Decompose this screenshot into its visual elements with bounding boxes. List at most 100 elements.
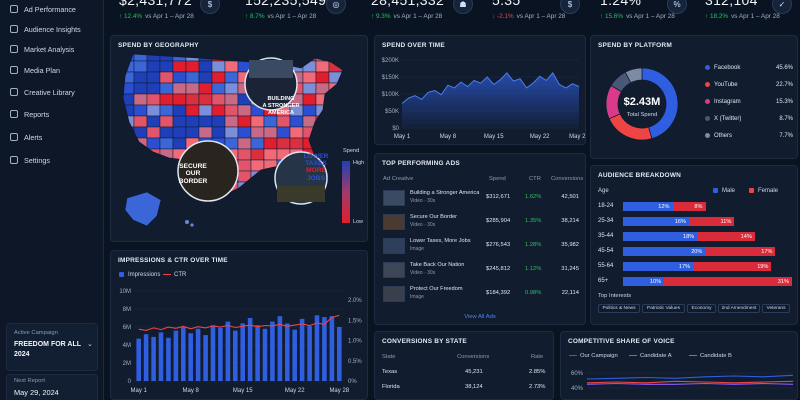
kpi-change-suffix: vs Apr 1 – Apr 28 bbox=[731, 13, 780, 20]
gear-icon bbox=[10, 156, 18, 164]
sidebar-item-creative-library[interactable]: Creative Library bbox=[10, 86, 75, 98]
interest-chip[interactable]: Patriotic Values bbox=[642, 304, 685, 313]
male-legend: Male bbox=[713, 188, 735, 194]
hawaii-shape[interactable] bbox=[185, 220, 189, 224]
ad-name: Take Back Our Nation bbox=[410, 262, 465, 268]
active-campaign-card[interactable]: Active Campaign FREEDOM FOR ALL 2024 ⌄ bbox=[6, 323, 98, 371]
ad-type: Video · 30s bbox=[410, 198, 436, 204]
chevron-down-icon[interactable]: ⌄ bbox=[87, 341, 93, 348]
ad-badge-building[interactable] bbox=[244, 57, 298, 111]
voice-legend-item[interactable]: Candidate B bbox=[689, 353, 732, 359]
y-right-tick: 0% bbox=[348, 379, 357, 385]
spend-time-chart: $200K $150K $100K $50K $0 May 1 May 8 May 15 May… bbox=[382, 58, 585, 140]
male-pct: 17% bbox=[678, 263, 691, 270]
platform-donut[interactable] bbox=[591, 36, 798, 159]
ad-badge-taxes[interactable] bbox=[274, 151, 328, 205]
kpi-change: ↑ 12.4% vs Apr 1 – Apr 28 bbox=[119, 13, 194, 20]
x-tick-label: May 22 bbox=[530, 134, 550, 140]
interests-label: Top Interests bbox=[598, 293, 632, 299]
female-bar: 31% bbox=[664, 277, 792, 286]
ad-spend: $312,671 bbox=[486, 194, 511, 200]
voice-legend-item[interactable]: Our Campaign bbox=[569, 353, 618, 359]
kpi-change: ↑ 15.6% vs Apr 1 – Apr 28 bbox=[600, 13, 675, 20]
ad-badge-border[interactable] bbox=[177, 140, 239, 202]
impression-bar bbox=[262, 328, 268, 381]
ad-row[interactable]: Building a Stronger America Video · 30s $3… bbox=[375, 190, 585, 210]
interest-chip[interactable]: Veterans bbox=[762, 304, 790, 313]
sidebar-item-settings[interactable]: Settings bbox=[10, 154, 50, 166]
female-pct: 8% bbox=[694, 203, 703, 210]
age-group: 25-34 bbox=[598, 218, 614, 224]
x-tick-label: May 22 bbox=[285, 388, 305, 394]
sidebar-item-label: Ad Performance bbox=[24, 4, 76, 14]
x-tick-label: May 1 bbox=[131, 388, 148, 394]
platform-panel: SPEND BY PLATFORM $2.43M Total Spend Fac… bbox=[590, 35, 798, 159]
header-ad-creative: Ad Creative bbox=[383, 176, 414, 182]
ad-ctr: 0.98% bbox=[525, 290, 542, 296]
age-group: 55-64 bbox=[598, 263, 614, 269]
impression-bar bbox=[210, 325, 216, 381]
state-rate: 2.73% bbox=[529, 384, 546, 390]
platform-legend-item[interactable]: Others 7.7% bbox=[705, 133, 793, 141]
platform-name: Instagram bbox=[714, 99, 741, 106]
kpi-icon: ✓ bbox=[772, 0, 792, 14]
ad-row[interactable]: Secure Our Border Video · 30s $285,904 1.35… bbox=[375, 214, 585, 234]
kpi-change-suffix: vs Apr 1 – Apr 28 bbox=[393, 13, 443, 20]
female-pct: 14% bbox=[740, 233, 752, 240]
ad-name: Lower Taxes, More Jobs bbox=[410, 238, 471, 244]
female-bar: 14% bbox=[697, 232, 755, 241]
sidebar: Ad Performance Audience Insights Market An… bbox=[0, 0, 104, 400]
platform-legend-item[interactable]: Instagram 15.3% bbox=[705, 99, 793, 107]
sidebar-item-audience-insights[interactable]: Audience Insights bbox=[10, 23, 81, 35]
kpi-change-suffix: vs Apr 1 – Apr 28 bbox=[145, 13, 194, 20]
ad-row[interactable]: Lower Taxes, More Jobs Image $276,543 1.28%… bbox=[375, 238, 585, 258]
impression-bar bbox=[233, 330, 238, 381]
spend-time-title: SPEND OVER TIME bbox=[382, 42, 445, 49]
badge-border-text: SECURE OUR BORDER bbox=[178, 163, 208, 185]
platform-legend-item[interactable]: X (Twitter) 8.7% bbox=[705, 116, 793, 124]
platform-pct: 7.7% bbox=[779, 133, 793, 139]
kpi-card: 28,451,332 ↑ 9.3% vs Apr 1 – Apr 28 ☗ bbox=[104, 0, 800, 28]
y-left-tick: 0 bbox=[128, 379, 132, 385]
platform-title: SPEND BY PLATFORM bbox=[598, 42, 672, 49]
audience-panel: AUDIENCE BREAKDOWN Age Male Female 18-24… bbox=[590, 165, 798, 325]
sidebar-item-media-plan[interactable]: Media Plan bbox=[10, 64, 60, 76]
view-all-ads-link[interactable]: View All Ads bbox=[464, 314, 496, 320]
interest-chip[interactable]: Politics & News bbox=[598, 304, 640, 313]
kpi-value: 152,235,549 bbox=[245, 0, 327, 8]
sidebar-item-ad-performance[interactable]: Ad Performance bbox=[10, 3, 76, 15]
sidebar-item-alerts[interactable]: Alerts bbox=[10, 131, 42, 143]
ad-name: Protect Our Freedom bbox=[410, 286, 463, 292]
us-map[interactable] bbox=[111, 36, 368, 242]
kpi-change: ↑ 9.3% vs Apr 1 – Apr 28 bbox=[371, 13, 442, 20]
ad-row[interactable]: Take Back Our Nation Video · 30s $245,812 1… bbox=[375, 262, 585, 282]
sidebar-item-reports[interactable]: Reports bbox=[10, 108, 49, 120]
sidebar-item-market-analysis[interactable]: Market Analysis bbox=[10, 43, 74, 55]
alaska-shape[interactable] bbox=[124, 191, 162, 227]
ad-conversions: 31,245 bbox=[561, 266, 579, 272]
badge-building-text: BUILDING A STRONGER AMERICA bbox=[262, 96, 300, 116]
ad-row[interactable]: Protect Our Freedom Image $184,392 0.98% 22,… bbox=[375, 286, 585, 306]
sidebar-item-label: Settings bbox=[24, 155, 50, 165]
platform-legend-item[interactable]: Facebook 45.6% bbox=[705, 65, 793, 73]
kpi-icon: $ bbox=[560, 0, 580, 14]
impression-bar bbox=[277, 316, 283, 381]
ad-type: Video · 30s bbox=[410, 270, 436, 276]
header-conversions: Conversions bbox=[551, 176, 584, 182]
platform-name: Others bbox=[714, 133, 733, 140]
age-label: Age bbox=[598, 188, 609, 194]
interest-chip[interactable]: 2nd Amendment bbox=[718, 304, 760, 313]
voice-legend-item[interactable]: Candidate A bbox=[629, 353, 672, 359]
platform-legend-item[interactable]: YouTube 22.7% bbox=[705, 82, 793, 90]
x-tick-label: May 28 bbox=[329, 388, 349, 394]
ad-spend: $184,392 bbox=[486, 290, 511, 296]
impression-bar bbox=[225, 321, 231, 381]
interest-chip[interactable]: Economy bbox=[687, 304, 716, 313]
male-pct: 16% bbox=[674, 218, 686, 225]
kpi-card: 152,235,549 ↑ 8.7% vs Apr 1 – Apr 28 ◎ bbox=[104, 0, 800, 28]
platform-pct: 45.6% bbox=[775, 65, 793, 71]
male-pct: 10% bbox=[649, 278, 662, 285]
impression-bar bbox=[195, 328, 201, 381]
voice-line bbox=[586, 380, 794, 384]
y-tick-label: $100K bbox=[382, 92, 399, 98]
